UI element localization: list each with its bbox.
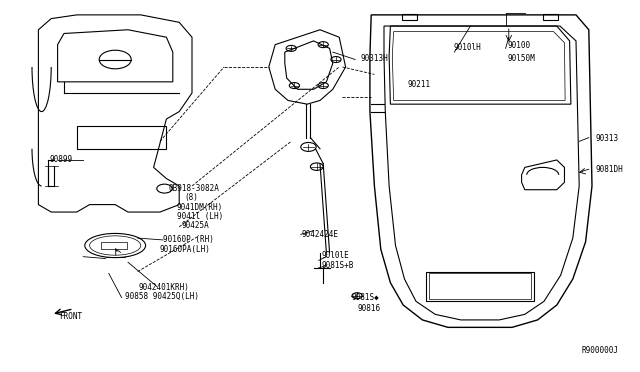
Bar [101, 242, 127, 249]
Text: 90425A: 90425A [181, 221, 209, 230]
Text: 90313H: 90313H [361, 54, 388, 62]
Text: 90160P (RH): 90160P (RH) [163, 235, 214, 244]
Text: 9010lH: 9010lH [453, 43, 481, 52]
Text: 0B918-3082A: 0B918-3082A [168, 184, 219, 193]
Text: 90211: 90211 [408, 80, 431, 89]
Text: 9081S+B: 9081S+B [322, 261, 355, 270]
Text: 9081DH: 9081DH [595, 165, 623, 174]
Text: 90l50M: 90l50M [508, 54, 535, 63]
Text: 9042401KRH): 9042401KRH) [139, 283, 189, 292]
Text: 90l0lE: 90l0lE [322, 251, 349, 260]
Text: R900000J: R900000J [581, 346, 618, 355]
Text: 90160PA(LH): 90160PA(LH) [159, 245, 210, 254]
Bar [77, 126, 166, 149]
Bar [429, 273, 531, 299]
Bar [543, 14, 558, 20]
Text: 9081S◆: 9081S◆ [352, 292, 380, 301]
Bar [402, 14, 417, 20]
Text: 90858 90425Q(LH): 90858 90425Q(LH) [125, 292, 199, 301]
Text: 9041DM(RH): 9041DM(RH) [177, 203, 223, 212]
Text: 9041l (LH): 9041l (LH) [177, 212, 223, 221]
Text: (8): (8) [184, 193, 198, 202]
Text: 9042424E: 9042424E [301, 230, 339, 239]
Bar [426, 272, 534, 301]
Text: FRONT: FRONT [60, 312, 83, 321]
Text: 90100: 90100 [508, 41, 531, 50]
Text: 90899: 90899 [50, 155, 73, 164]
Text: 90313: 90313 [595, 134, 618, 143]
Text: 90816: 90816 [357, 304, 380, 312]
